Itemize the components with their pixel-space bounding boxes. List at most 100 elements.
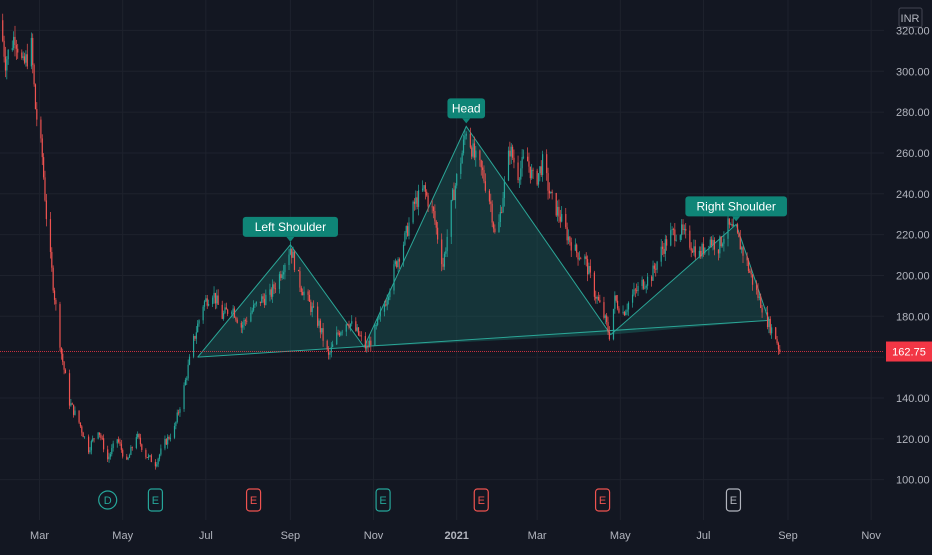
candle-body — [627, 302, 630, 310]
candle-body — [732, 224, 735, 227]
candle-body — [771, 327, 773, 334]
candle-body — [521, 157, 523, 169]
candle-body — [719, 236, 721, 254]
candle-body — [599, 300, 601, 303]
candle-body — [728, 218, 730, 225]
candle-body — [663, 248, 665, 254]
candle-body — [6, 59, 8, 71]
candle-body — [723, 238, 725, 244]
candle-body — [747, 260, 750, 271]
price-axis-bg — [884, 0, 932, 550]
candle-body — [664, 239, 666, 254]
candle-body — [347, 324, 349, 326]
candle-body — [53, 290, 56, 300]
pattern-label[interactable]: Head — [447, 98, 486, 124]
event-marker-dividend[interactable]: D — [98, 490, 118, 510]
candle-body — [146, 457, 148, 459]
candle-body — [262, 296, 264, 299]
candle-body — [586, 259, 589, 275]
time-tick-label: 2021 — [444, 530, 468, 542]
candle-body — [694, 246, 696, 258]
price-tick-label: 320.00 — [896, 25, 930, 37]
candle-body — [612, 308, 615, 340]
price-tick-label: 120.00 — [896, 434, 930, 446]
candle-body — [273, 284, 275, 289]
candle-body — [539, 166, 541, 174]
candle-body — [588, 266, 590, 275]
candle-body — [367, 345, 369, 348]
candle-body — [370, 340, 372, 346]
neckline[interactable] — [197, 319, 769, 358]
candle-body — [547, 173, 549, 191]
pattern-labels[interactable]: Left Shoulder Head Right Shoulder — [242, 98, 787, 242]
candle-body — [499, 212, 501, 223]
candle-body — [88, 436, 90, 453]
candle-body — [683, 228, 685, 231]
candle-body — [492, 222, 495, 229]
event-marker-earnings-beat[interactable]: E — [375, 488, 391, 512]
candle-body — [176, 412, 178, 422]
candle-body — [203, 301, 206, 307]
candle-body — [272, 284, 274, 297]
candle-body — [278, 274, 281, 289]
candle-body — [454, 185, 456, 201]
price-axis[interactable]: INR100.00120.00140.00160.00180.00200.002… — [884, 0, 932, 550]
candle-body — [756, 284, 758, 290]
candle-body — [348, 324, 350, 328]
candle-body — [443, 253, 446, 267]
candle-body — [482, 167, 484, 171]
candle-body — [644, 287, 646, 289]
candle-body — [701, 243, 703, 257]
candle-body — [570, 242, 572, 251]
candle-body — [338, 333, 341, 336]
candle-body — [137, 434, 139, 438]
head-and-shoulders-pattern[interactable] — [197, 125, 770, 358]
candle-body — [589, 266, 591, 273]
candle-body — [465, 133, 467, 136]
event-marker-earnings-beat[interactable]: E — [147, 488, 164, 512]
candle-body — [169, 437, 172, 439]
candle-body — [548, 190, 551, 194]
candle-body — [704, 247, 706, 254]
time-axis[interactable]: Mar May Jul Sep Nov 2021 Mar May Jul Sep Nov — [0, 520, 932, 550]
event-marker-letter: D — [104, 495, 112, 507]
candle-body — [461, 153, 463, 164]
candle-body — [546, 154, 548, 174]
candle-body — [252, 304, 255, 311]
candle-body — [112, 443, 114, 449]
event-marker-earnings-miss[interactable]: E — [594, 488, 611, 512]
candle-body — [299, 271, 301, 288]
candle-body — [156, 464, 158, 467]
candle-body — [177, 412, 180, 414]
pattern-label[interactable]: Left Shoulder — [242, 216, 338, 242]
candle-body — [73, 404, 75, 415]
candle-body — [625, 311, 627, 316]
candle-body — [397, 259, 399, 268]
candle-body — [446, 236, 448, 252]
event-marker-letter: E — [730, 495, 737, 507]
price-tick-label: 200.00 — [896, 270, 930, 282]
candle-body — [341, 331, 343, 333]
time-tick-label: Mar — [528, 530, 547, 542]
candle-body — [188, 356, 191, 365]
candle-body — [671, 229, 673, 231]
candle-body — [469, 133, 471, 148]
candle-body — [7, 49, 9, 60]
event-marker-earnings-miss[interactable]: E — [245, 488, 262, 512]
candle-body — [736, 224, 739, 233]
candle-body — [407, 226, 409, 236]
time-tick-label: Mar — [30, 530, 49, 542]
candle-body — [777, 343, 780, 350]
candle-body — [90, 441, 92, 451]
event-marker-earnings-miss[interactable]: E — [473, 488, 489, 512]
pattern-label[interactable]: Right Shoulder — [685, 196, 787, 222]
candle-body — [501, 212, 503, 213]
candle-body — [498, 222, 500, 233]
candle-body — [291, 248, 293, 258]
candle-body — [374, 325, 376, 346]
candle-body — [769, 318, 771, 334]
event-marker-upcoming[interactable]: E — [725, 488, 742, 512]
